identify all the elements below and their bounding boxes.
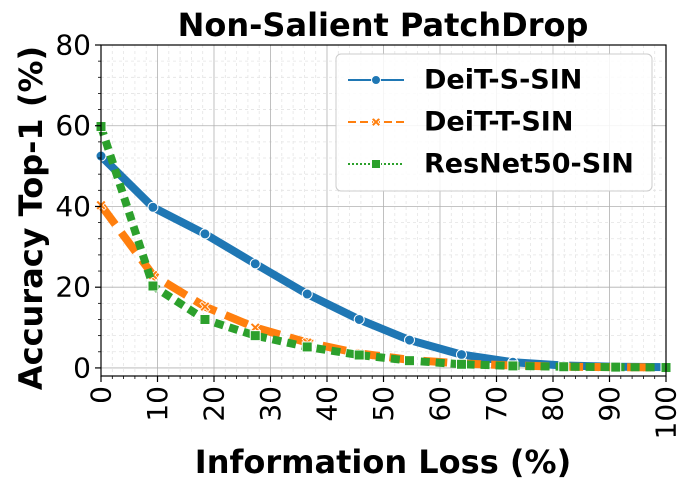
series-resnet50-sin	[95, 121, 672, 374]
legend-label-deit-t-sin: DeiT-T-SIN	[424, 107, 573, 138]
x-tick-label: 50	[367, 386, 400, 422]
y-tick-label: 80	[55, 29, 91, 62]
data-point-deit-s-sin	[403, 334, 415, 346]
x-tick-label: 40	[311, 386, 344, 422]
chart-title: Non-Salient PatchDrop	[178, 6, 589, 44]
x-axis-label: Information Loss (%)	[195, 443, 571, 481]
x-tick-label: 10	[141, 386, 174, 422]
x-tick-label: 20	[198, 386, 231, 422]
y-tick-label: 60	[55, 109, 91, 142]
y-tick-label: 0	[73, 351, 91, 384]
data-point-resnet50-sin	[455, 358, 467, 370]
x-tick-label: 60	[424, 386, 457, 422]
data-point-deit-t-sin	[199, 301, 211, 313]
data-point-resnet50-sin	[147, 280, 159, 292]
y-tick-label: 40	[55, 190, 91, 223]
data-point-deit-s-sin	[147, 201, 159, 213]
x-tick-label: 90	[593, 386, 626, 422]
data-point-resnet50-sin	[199, 313, 211, 325]
data-point-resnet50-sin	[558, 361, 570, 373]
series-layer	[95, 121, 672, 374]
data-point-resnet50-sin	[249, 330, 261, 342]
y-axis-label: Accuracy Top-1 (%)	[12, 46, 50, 390]
x-tick-label: 80	[537, 386, 570, 422]
x-tick-label: 0	[85, 386, 118, 404]
data-point-deit-s-sin	[353, 313, 365, 325]
data-point-deit-s-sin	[301, 288, 313, 300]
x-tick-label: 70	[480, 386, 513, 422]
legend-marker-deit-t-sin	[370, 116, 382, 128]
data-point-deit-s-sin	[199, 228, 211, 240]
data-point-resnet50-sin	[301, 341, 313, 353]
series-line-resnet50-sin	[97, 125, 667, 372]
legend-marker-deit-s-sin	[371, 75, 381, 85]
data-point-deit-s-sin	[455, 349, 467, 361]
data-point-deit-s-sin	[249, 258, 261, 270]
legend-box	[335, 53, 653, 192]
x-tick-label: 100	[650, 386, 683, 439]
y-tick-label: 20	[55, 271, 91, 304]
data-point-resnet50-sin	[403, 355, 415, 367]
x-tick-label: 30	[254, 386, 287, 422]
axis-ticks: 0 10 20 30 40 50 60 70 80 90 100 0 20 40 60 80	[55, 29, 682, 440]
data-point-resnet50-sin	[610, 361, 622, 373]
legend-label-resnet50-sin: ResNet50-SIN	[424, 149, 634, 180]
legend: DeiT-S-SIN DeiT-T-SIN ResNet50-SIN	[335, 53, 653, 192]
legend-marker-resnet50-sin	[371, 159, 381, 169]
legend-label-deit-s-sin: DeiT-S-SIN	[424, 65, 582, 96]
data-point-resnet50-sin	[507, 360, 519, 372]
data-point-resnet50-sin	[353, 349, 365, 361]
